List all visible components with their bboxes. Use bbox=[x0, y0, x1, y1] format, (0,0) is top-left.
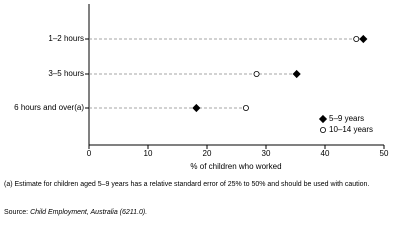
source: Source: Child Employment, Australia (621… bbox=[4, 208, 147, 218]
y-tick-label: 6 hours and over(a) bbox=[14, 103, 84, 112]
legend-marker bbox=[318, 114, 328, 124]
dot bbox=[359, 34, 368, 44]
x-tick-label: 0 bbox=[87, 149, 92, 158]
x-axis-label: % of children who worked bbox=[190, 162, 281, 171]
source-title: Child Employment, Australia (6211.0). bbox=[30, 209, 148, 216]
legend-label: 5–9 years bbox=[329, 114, 364, 123]
legend-marker bbox=[319, 127, 326, 134]
x-tick-label: 40 bbox=[321, 149, 330, 158]
dot bbox=[253, 71, 260, 78]
source-prefix: Source: bbox=[4, 209, 29, 216]
footnote: (a) Estimate for children aged 5–9 years… bbox=[4, 181, 370, 188]
dot bbox=[242, 105, 249, 112]
chart: % of children who worked 0 10 20 30 40 50 1–2 … bbox=[14, 4, 389, 171]
dot bbox=[292, 69, 301, 79]
y-tick-label: 1–2 hours bbox=[48, 34, 84, 43]
page: % of children who worked 0 10 20 30 40 50 1–2 … bbox=[4, 4, 389, 218]
x-tick-label: 30 bbox=[262, 149, 271, 158]
dot bbox=[192, 103, 201, 113]
x-tick-label: 10 bbox=[144, 149, 153, 158]
x-tick-label: 20 bbox=[203, 149, 212, 158]
x-tick-label: 50 bbox=[380, 149, 389, 158]
dot bbox=[353, 36, 360, 43]
y-tick-label: 3–5 hours bbox=[48, 69, 84, 78]
legend-label: 10–14 years bbox=[329, 125, 373, 134]
